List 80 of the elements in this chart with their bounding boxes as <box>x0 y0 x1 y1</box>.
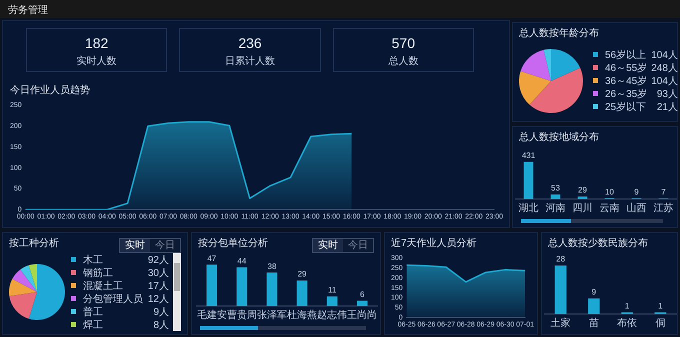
x-tick-label: 赵志伟 <box>317 308 348 321</box>
legend-label: 钢筋工 <box>83 266 114 280</box>
legend-label: 混凝土工 <box>83 280 124 292</box>
data-label: 44 <box>237 256 247 266</box>
x-tick-label: 四川 <box>572 202 592 214</box>
x-tick-label: 苗 <box>588 316 599 329</box>
data-label: 10 <box>605 187 614 196</box>
legend-label: 焊工 <box>83 318 104 332</box>
bar <box>266 272 278 306</box>
category-label: 总人数 <box>387 54 420 68</box>
data-label: 29 <box>298 270 308 279</box>
legend-label: 36～45岁 <box>605 74 648 88</box>
bar <box>296 280 308 306</box>
data-label: 104人 <box>651 48 678 62</box>
data-label: 104人 <box>651 74 678 88</box>
bar <box>236 267 248 306</box>
text: 今日 <box>347 239 369 252</box>
data-label: 17人 <box>148 280 169 292</box>
data-label: 9人 <box>153 306 169 318</box>
data-label: 92人 <box>148 254 169 266</box>
bar <box>356 300 368 306</box>
x-tick-label: 山西 <box>626 202 646 214</box>
legend-label: 46～55岁 <box>605 62 648 74</box>
data-label: 21人 <box>656 100 678 114</box>
bar <box>326 296 338 306</box>
data-label: 8人 <box>153 318 169 332</box>
chart-title: 总人数按地域分布 <box>519 130 599 144</box>
legend-label: 25岁以下 <box>605 100 648 114</box>
category-label: 日累计人数 <box>224 54 276 68</box>
data-label: 9 <box>592 288 597 297</box>
chart-title: 总人数按少数民族分布 <box>548 236 648 250</box>
data-label: 93人 <box>656 88 678 100</box>
category-label: 实时人数 <box>76 54 118 68</box>
data-label: 11 <box>328 286 337 295</box>
data-label: 53 <box>551 184 560 193</box>
legend-label: 26～35岁 <box>605 88 648 100</box>
data-label: 236 <box>237 35 263 51</box>
text: 实时 <box>120 239 150 252</box>
x-tick-label: 王尚尚 <box>347 308 378 321</box>
text: 今日 <box>154 239 176 252</box>
x-tick-label: 杜海燕 <box>287 308 318 321</box>
x-tick-label: 曹贵周 <box>226 308 257 321</box>
data-label: 1 <box>658 301 664 310</box>
legend-label: 56岁以上 <box>605 48 648 62</box>
data-label: 29 <box>578 186 588 195</box>
x-tick-label: 江苏 <box>654 202 674 214</box>
x-tick-label: 河南 <box>546 202 566 214</box>
data-label: 47 <box>207 254 217 263</box>
data-label: 570 <box>390 35 416 51</box>
text: 劳务管理 <box>8 4 48 17</box>
data-label: 6 <box>360 290 365 299</box>
data-label: 9 <box>634 187 640 196</box>
legend-label: 木工 <box>83 254 104 266</box>
x-tick-label: 毛建安 <box>196 308 227 321</box>
data-label: 431 <box>522 151 536 160</box>
text: 按工种分析 <box>9 236 59 250</box>
data-label: 12人 <box>148 292 169 306</box>
chart-title: 按分包单位分析 <box>198 236 268 250</box>
data-label: 30人 <box>148 266 169 280</box>
data-label: 182 <box>84 35 110 51</box>
data-label: 38 <box>268 262 277 271</box>
data-label: 28 <box>556 254 566 264</box>
bar <box>206 264 218 306</box>
chart-title: 今日作业人员趋势 <box>10 84 90 97</box>
text: 总人数按年龄分布 <box>519 26 599 40</box>
text: 实时 <box>313 239 343 252</box>
x-tick-label: 云南 <box>600 202 620 214</box>
data-label: 7 <box>661 188 666 197</box>
x-tick-label: 布依 <box>617 316 638 329</box>
x-tick-label: 侗 <box>655 318 666 329</box>
bar <box>524 162 534 199</box>
x-tick-label: 湖北 <box>518 202 538 214</box>
data-label: 248人 <box>651 62 678 74</box>
legend-label: 普工 <box>83 306 104 318</box>
x-tick-label: 张泽军 <box>256 308 287 321</box>
bar <box>550 194 560 199</box>
legend-label: 分包管理人员 <box>83 292 144 306</box>
data-label: 1 <box>624 301 630 310</box>
x-tick-label: 土家 <box>550 316 571 329</box>
chart-title: 近7天作业人员分析 <box>391 236 477 250</box>
